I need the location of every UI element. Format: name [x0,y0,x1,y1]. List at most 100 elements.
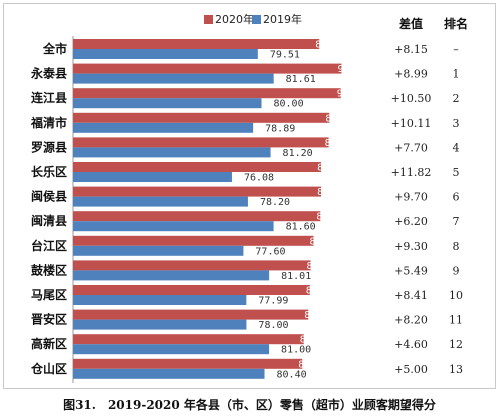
rank-value: 11 [449,314,463,327]
rank-value: 1 [453,68,460,81]
data-label-2020: 85.60 [300,335,330,346]
bar-2019 [73,73,274,84]
data-label-2020: 87.66 [315,40,345,51]
data-label-2020: 87.90 [317,187,347,198]
bar-2019 [73,245,244,256]
data-label-2020: 87.80 [316,212,346,223]
bar-2019 [73,344,270,355]
rank-value: – [453,43,459,56]
category-label: 仓山区 [30,361,67,376]
bar-2019 [73,196,248,207]
bar-2019 [73,295,247,305]
rank-header: 排名 [444,16,468,31]
bar-2019 [73,270,270,281]
bar-2019 [73,122,254,133]
bar-2020 [73,309,309,320]
rank-value: 12 [449,338,463,351]
diff-value: +4.60 [394,338,428,351]
data-label-2019: 78.00 [258,320,288,331]
chart-frame [3,3,496,389]
category-label: 鼓楼区 [31,262,67,277]
legend-label-2020: 2020年 [215,12,254,26]
data-label-2020: 90.50 [337,89,367,100]
data-label-2020: 90.60 [337,64,367,75]
bar-2020 [73,162,322,172]
bar-2020 [73,112,330,123]
bar-chart: 2020年 2019年 差值 排名 87.66 79.51 全市 +8.15 – 90.60 81.… [30,12,468,383]
diff-value: +5.00 [394,363,428,376]
data-label-2019: 80.40 [277,369,307,380]
diff-value: +9.70 [394,191,428,204]
category-label: 永泰县 [30,66,67,81]
bar-2019 [73,319,247,330]
diff-value: +8.99 [394,68,428,81]
data-label-2019: 81.01 [281,271,311,282]
diff-value: +9.30 [394,240,428,253]
bar-2019 [73,368,265,379]
rank-value: 6 [453,191,460,204]
diff-header: 差值 [398,16,423,31]
category-label: 全市 [42,41,67,56]
data-label-2020: 86.90 [310,236,340,247]
category-label: 闽清县 [31,213,67,228]
data-label-2019: 79.51 [270,50,300,61]
bar-2020 [73,235,314,246]
legend-label-2019: 2019年 [263,12,302,26]
diff-value: +6.20 [394,215,428,228]
category-label: 长乐区 [31,164,67,179]
data-label-2020: 86.50 [307,261,337,272]
data-label-2019: 78.89 [265,123,295,134]
category-label: 福清市 [30,115,67,130]
bar-2019 [73,49,258,59]
legend-swatch-2019 [252,15,261,24]
category-label: 马尾区 [31,288,67,302]
data-label-2019: 81.00 [281,345,311,356]
data-label-2020: 87.90 [317,163,347,174]
bar-2019 [73,98,262,109]
data-label-2019: 80.00 [274,99,304,110]
rank-value: 4 [453,141,460,154]
rank-value: 9 [453,264,460,277]
bar-2020 [73,137,329,148]
rank-value: 8 [453,240,460,253]
data-label-2020: 85.40 [298,359,328,370]
rank-value: 10 [449,289,463,302]
bar-2020 [73,334,304,345]
bar-2019 [73,147,271,158]
data-label-2019: 81.60 [286,222,316,233]
bar-2020 [73,63,342,74]
data-label-2020: 88.90 [325,138,355,149]
diff-value: +11.82 [391,166,432,179]
category-label: 连江县 [31,90,67,105]
data-label-2019: 81.20 [283,148,313,159]
rank-value: 2 [453,92,460,105]
rank-value: 3 [453,117,460,130]
data-label-2019: 76.08 [244,173,274,184]
bar-2019 [73,221,274,232]
category-label: 晋安区 [31,312,67,327]
diff-value: +8.41 [394,289,428,302]
bar-2020 [73,260,311,271]
bar-2020 [73,358,303,369]
diff-value: +10.50 [391,92,432,105]
category-label: 高新区 [31,336,67,351]
rank-value: 13 [449,363,463,376]
diff-value: +8.15 [394,43,428,56]
bar-2020 [73,285,310,295]
category-label: 罗源县 [31,139,67,154]
rank-value: 7 [453,215,460,228]
data-label-2019: 81.61 [286,74,316,85]
bar-2019 [73,172,232,182]
data-label-2020: 86.20 [304,310,334,321]
data-label-2020: 89.00 [325,113,355,124]
data-label-2019: 77.60 [255,246,285,257]
category-label: 台江区 [31,238,67,253]
diff-value: +10.11 [391,117,432,130]
diff-value: +8.20 [394,314,428,327]
data-label-2019: 78.20 [260,197,290,208]
bar-2020 [73,88,341,99]
data-label-2020: 86.40 [306,286,336,297]
bar-2020 [73,39,320,49]
legend-swatch-2020 [204,15,213,24]
bar-2020 [73,186,322,197]
